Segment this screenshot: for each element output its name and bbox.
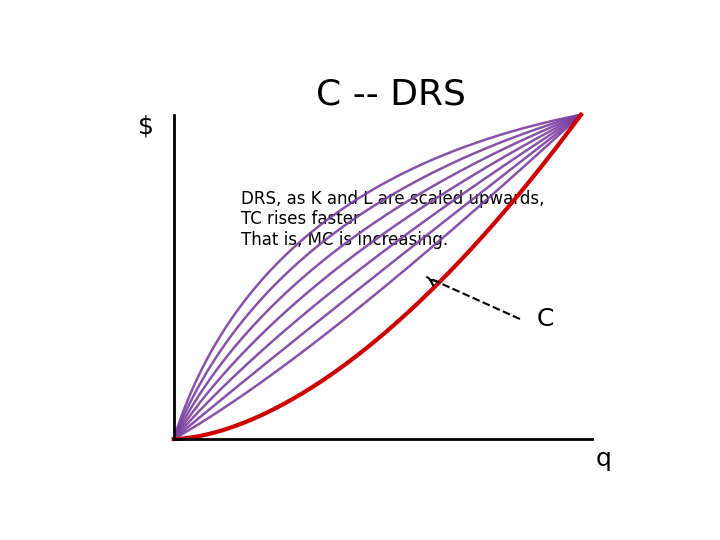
- Text: C -- DRS: C -- DRS: [316, 77, 467, 111]
- Text: $: $: [138, 114, 154, 139]
- Text: DRS, as K and L are scaled upwards,
TC rises faster
That is, MC is increasing.: DRS, as K and L are scaled upwards, TC r…: [240, 190, 544, 249]
- Text: q: q: [595, 447, 611, 471]
- Text: C: C: [536, 307, 554, 331]
